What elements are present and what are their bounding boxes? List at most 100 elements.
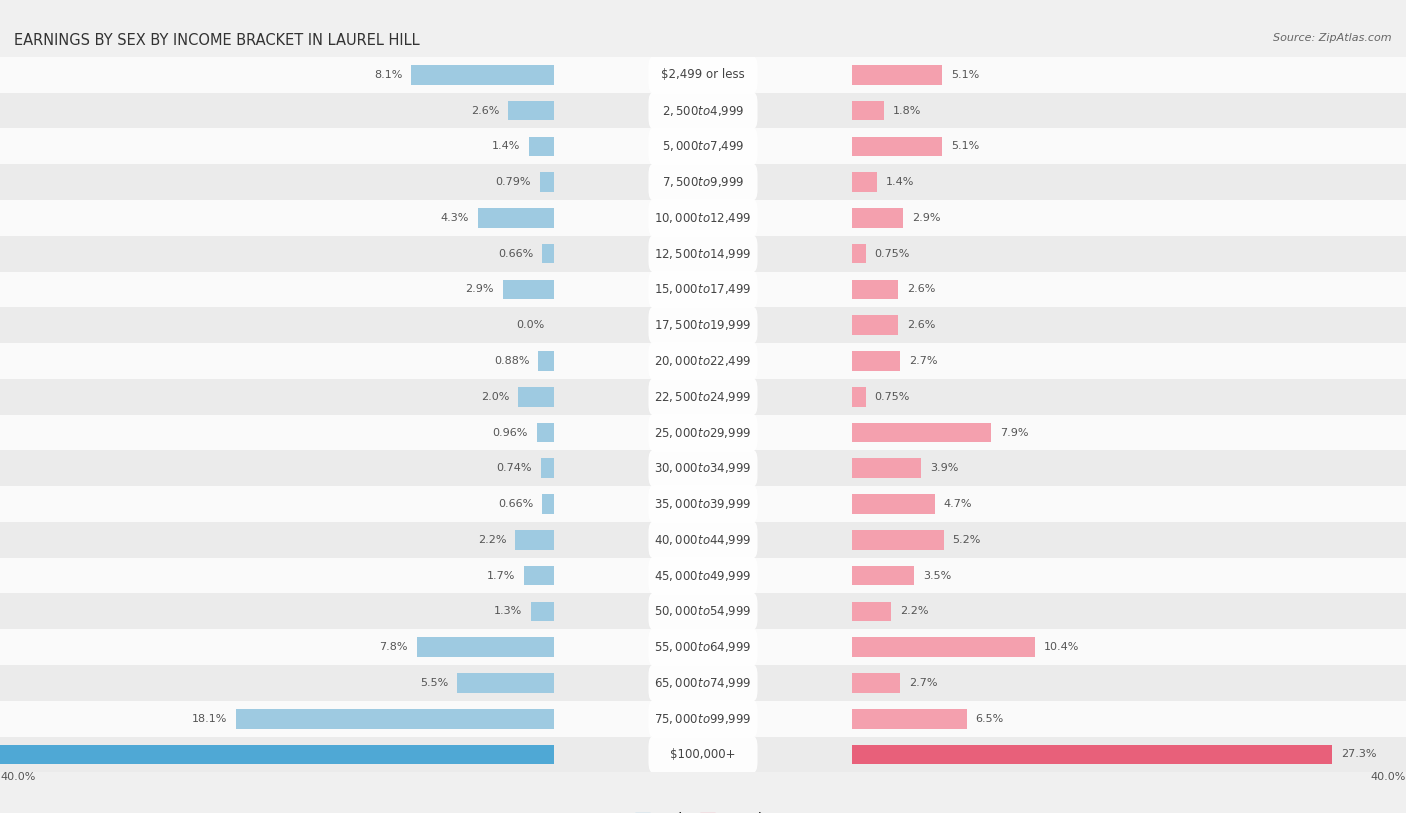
Bar <box>0 272 1406 307</box>
Text: 3.5%: 3.5% <box>922 571 950 580</box>
Bar <box>0 737 1406 772</box>
Text: 8.1%: 8.1% <box>374 70 402 80</box>
Text: $30,000 to $34,999: $30,000 to $34,999 <box>654 461 752 476</box>
Bar <box>0 164 1406 200</box>
Bar <box>852 315 898 335</box>
Bar <box>508 101 554 120</box>
FancyBboxPatch shape <box>648 485 758 523</box>
Bar <box>478 208 554 228</box>
Text: 5.2%: 5.2% <box>953 535 981 545</box>
Bar <box>0 522 1406 558</box>
Text: 2.2%: 2.2% <box>900 606 928 616</box>
Bar <box>852 101 884 120</box>
Bar <box>0 415 1406 450</box>
Bar <box>538 351 554 371</box>
FancyBboxPatch shape <box>648 664 758 702</box>
Text: 27.3%: 27.3% <box>1341 750 1376 759</box>
Bar <box>0 665 1406 701</box>
FancyBboxPatch shape <box>648 521 758 559</box>
Legend: Male, Female: Male, Female <box>630 807 776 813</box>
Text: 3.9%: 3.9% <box>929 463 957 473</box>
Bar <box>852 351 900 371</box>
Bar <box>852 137 942 156</box>
Bar <box>852 423 991 442</box>
Bar <box>0 57 1406 93</box>
Bar <box>0 558 1406 593</box>
Text: 7.9%: 7.9% <box>1000 428 1029 437</box>
Text: 2.6%: 2.6% <box>907 285 935 294</box>
FancyBboxPatch shape <box>648 56 758 93</box>
Text: 0.96%: 0.96% <box>492 428 529 437</box>
Text: $40,000 to $44,999: $40,000 to $44,999 <box>654 533 752 547</box>
Bar <box>0 629 1406 665</box>
Text: 2.7%: 2.7% <box>908 678 938 688</box>
FancyBboxPatch shape <box>648 628 758 666</box>
Bar <box>0 343 1406 379</box>
Bar <box>0 128 1406 164</box>
Bar <box>0 701 1406 737</box>
Bar <box>852 244 866 263</box>
Bar <box>0 93 1406 128</box>
Bar <box>515 530 554 550</box>
Text: 0.75%: 0.75% <box>875 249 910 259</box>
Bar <box>852 280 898 299</box>
Text: 0.75%: 0.75% <box>875 392 910 402</box>
Bar <box>540 459 554 478</box>
FancyBboxPatch shape <box>648 450 758 487</box>
Bar <box>852 65 942 85</box>
Bar <box>457 673 554 693</box>
Text: $2,500 to $4,999: $2,500 to $4,999 <box>662 103 744 118</box>
Bar <box>541 494 554 514</box>
Text: $50,000 to $54,999: $50,000 to $54,999 <box>654 604 752 619</box>
Text: 1.4%: 1.4% <box>886 177 914 187</box>
Bar <box>531 602 554 621</box>
Text: 4.3%: 4.3% <box>441 213 470 223</box>
Bar <box>852 494 935 514</box>
Text: 2.9%: 2.9% <box>465 285 494 294</box>
FancyBboxPatch shape <box>648 557 758 594</box>
Bar <box>852 387 866 406</box>
FancyBboxPatch shape <box>648 271 758 308</box>
Bar <box>852 673 900 693</box>
FancyBboxPatch shape <box>648 235 758 272</box>
Text: $2,499 or less: $2,499 or less <box>661 68 745 81</box>
Text: 1.7%: 1.7% <box>486 571 515 580</box>
Text: $17,500 to $19,999: $17,500 to $19,999 <box>654 318 752 333</box>
Bar <box>852 530 943 550</box>
Text: 2.0%: 2.0% <box>481 392 510 402</box>
Text: 2.7%: 2.7% <box>908 356 938 366</box>
Bar <box>235 709 554 728</box>
Text: $25,000 to $29,999: $25,000 to $29,999 <box>654 425 752 440</box>
FancyBboxPatch shape <box>648 163 758 201</box>
Text: 5.1%: 5.1% <box>950 70 979 80</box>
Text: $100,000+: $100,000+ <box>671 748 735 761</box>
Text: $12,500 to $14,999: $12,500 to $14,999 <box>654 246 752 261</box>
FancyBboxPatch shape <box>648 378 758 415</box>
Text: 40.0%: 40.0% <box>1371 772 1406 782</box>
Bar <box>541 244 554 263</box>
Text: 1.3%: 1.3% <box>494 606 522 616</box>
Text: 7.8%: 7.8% <box>380 642 408 652</box>
Bar <box>529 137 554 156</box>
Text: 1.8%: 1.8% <box>893 106 921 115</box>
FancyBboxPatch shape <box>648 307 758 344</box>
Bar <box>852 208 904 228</box>
Bar <box>519 387 554 406</box>
Text: EARNINGS BY SEX BY INCOME BRACKET IN LAUREL HILL: EARNINGS BY SEX BY INCOME BRACKET IN LAU… <box>14 33 419 47</box>
Bar <box>0 486 1406 522</box>
FancyBboxPatch shape <box>648 128 758 165</box>
Bar <box>524 566 554 585</box>
Text: Source: ZipAtlas.com: Source: ZipAtlas.com <box>1274 33 1392 42</box>
Text: 10.4%: 10.4% <box>1043 642 1080 652</box>
Bar <box>0 745 554 764</box>
Text: 2.6%: 2.6% <box>907 320 935 330</box>
Bar <box>416 637 554 657</box>
Text: $75,000 to $99,999: $75,000 to $99,999 <box>654 711 752 726</box>
Bar <box>0 379 1406 415</box>
Bar <box>411 65 554 85</box>
Bar <box>0 593 1406 629</box>
Text: $65,000 to $74,999: $65,000 to $74,999 <box>654 676 752 690</box>
Bar <box>852 602 891 621</box>
Text: 0.79%: 0.79% <box>495 177 531 187</box>
Text: $10,000 to $12,499: $10,000 to $12,499 <box>654 211 752 225</box>
